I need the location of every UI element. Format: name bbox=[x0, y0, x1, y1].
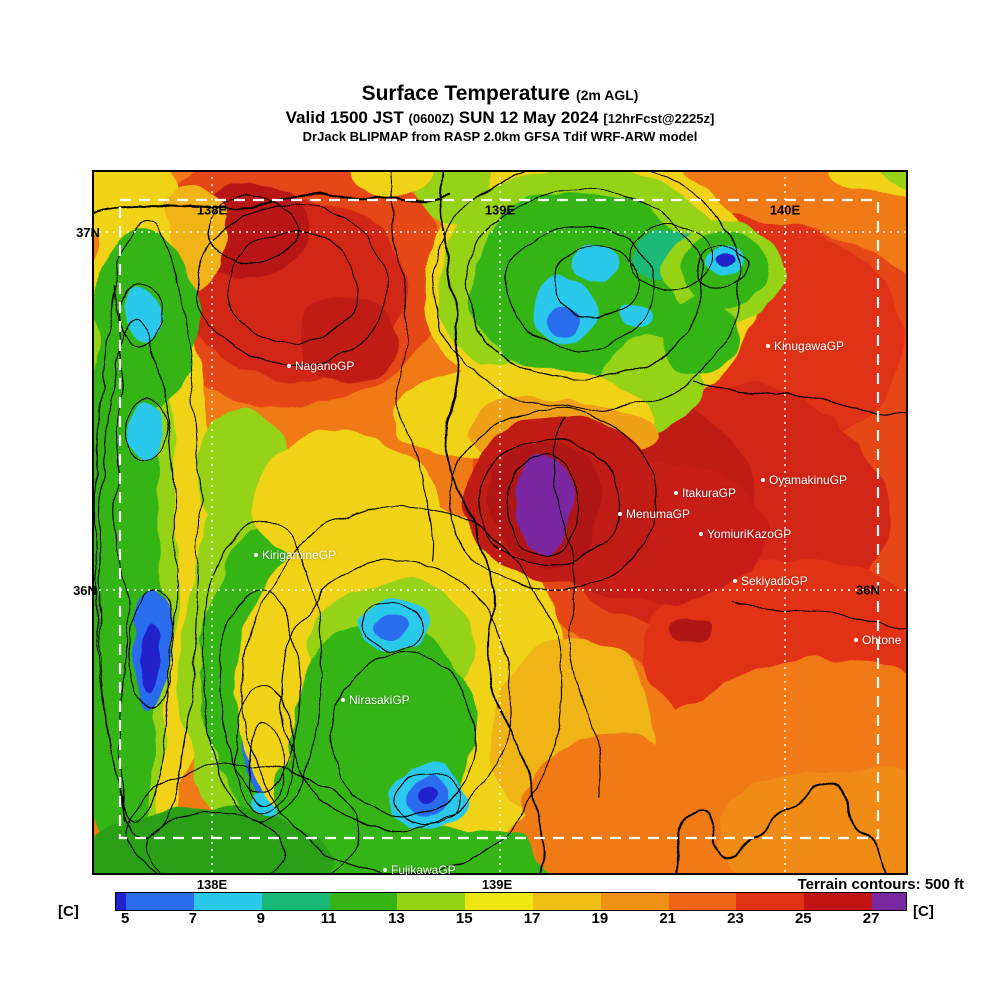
colorbar-tick-label: 15 bbox=[455, 910, 473, 927]
station-marker-dot bbox=[699, 532, 703, 536]
colorbar-tick-label: 11 bbox=[320, 910, 337, 927]
colorbar-tick-label: 19 bbox=[591, 910, 609, 927]
units-label-right: [C] bbox=[913, 903, 934, 920]
page-title: Surface Temperature (2m AGL) bbox=[0, 82, 1000, 106]
grid-label: 138E bbox=[196, 202, 228, 218]
colorbar-tick-label: 25 bbox=[794, 910, 812, 927]
station-label: ItakuraGP bbox=[674, 486, 736, 500]
colorbar-tick-label: 23 bbox=[727, 910, 744, 927]
colorbar-tick-label: 5 bbox=[120, 910, 130, 927]
grid-label: 139E bbox=[484, 202, 516, 218]
colorbar bbox=[115, 892, 907, 911]
lat-label-36n: 36N bbox=[73, 583, 97, 598]
model-domain-box bbox=[118, 198, 880, 840]
colorbar-segment bbox=[397, 893, 466, 910]
station-label: FujikawaGP bbox=[383, 863, 456, 875]
station-marker-dot bbox=[733, 579, 737, 583]
colorbar-segment bbox=[261, 893, 330, 910]
colorbar-tick-label: 13 bbox=[388, 910, 405, 927]
station-label: KinugawaGP bbox=[766, 339, 844, 353]
station-label: YomiuriKazoGP bbox=[699, 527, 791, 541]
station-marker-dot bbox=[674, 490, 678, 495]
station-label: Ohtone bbox=[854, 633, 901, 647]
station-marker-dot bbox=[761, 478, 765, 482]
colorbar-segment bbox=[465, 893, 534, 910]
colorbar-labels: 5 7 9 11 13 15 17 19 21 23 25 27 bbox=[115, 910, 905, 930]
station-marker-dot bbox=[341, 698, 345, 702]
colorbar-tick-label: 27 bbox=[862, 910, 880, 927]
terrain-contours-layer bbox=[92, 170, 908, 875]
units-label-left: [C] bbox=[58, 903, 79, 920]
station-label: MenumaGP bbox=[617, 507, 690, 521]
colorbar-tick-label: 9 bbox=[256, 910, 265, 927]
colorbar-tick-label: 7 bbox=[188, 910, 198, 927]
title-main: Surface Temperature bbox=[361, 82, 571, 105]
colorbar-segment bbox=[872, 893, 907, 910]
colorbar-segment bbox=[804, 893, 873, 910]
lat-label-37n: 37N bbox=[76, 225, 100, 240]
colorbar-segment bbox=[329, 893, 398, 910]
colorbar-segment bbox=[600, 893, 669, 910]
colorbar-segment bbox=[736, 893, 805, 910]
colorbar-segment bbox=[668, 893, 737, 910]
map: 138E 139E 140E 36N NaganoGP KinugawaGP Oyamaki… bbox=[92, 170, 908, 875]
station-marker-dot bbox=[766, 344, 770, 348]
colorbar-tick-label: 21 bbox=[659, 910, 676, 927]
title-suffix: (2m AGL) bbox=[575, 87, 639, 103]
station-marker-dot bbox=[617, 512, 622, 516]
valid-line: Valid 1500 JST (0600Z) SUN 12 May 2024 [… bbox=[0, 108, 1000, 128]
station-marker-dot bbox=[254, 553, 258, 557]
lon-label-138e-bottom: 138E bbox=[196, 877, 228, 892]
map-overlay: 138E 139E 140E 36N NaganoGP KinugawaGP Oyamaki… bbox=[92, 170, 908, 876]
valid-prefix: Valid 1500 JST bbox=[285, 108, 404, 128]
grid-label: 140E bbox=[769, 202, 801, 218]
valid-date: SUN 12 May 2024 bbox=[458, 108, 599, 128]
colorbar-segment bbox=[126, 893, 194, 910]
station-marker-dot bbox=[383, 868, 387, 872]
map-header: Surface Temperature (2m AGL) Valid 1500 … bbox=[0, 82, 1000, 145]
temperature-fill-layer bbox=[92, 170, 908, 875]
map-frame bbox=[92, 170, 908, 875]
temperature-field-canvas bbox=[92, 170, 908, 875]
model-line: DrJack BLIPMAP from RASP 2.0km GFSA Tdif… bbox=[302, 128, 698, 144]
colorbar-segment bbox=[533, 893, 601, 910]
station-label: NirasakiGP bbox=[341, 693, 410, 707]
lon-label-139e-bottom: 139E bbox=[481, 877, 513, 892]
colorbar-segment bbox=[193, 893, 262, 910]
colorbar-segment bbox=[116, 893, 127, 910]
station-marker-dot bbox=[287, 364, 291, 368]
station-label: KirigamineGP bbox=[254, 548, 336, 562]
station-label: NaganoGP bbox=[287, 359, 354, 373]
coastline bbox=[676, 781, 886, 875]
graticule-layer bbox=[92, 170, 908, 875]
station-marker-dot bbox=[854, 638, 858, 642]
valid-zulu: (0600Z) bbox=[408, 111, 455, 127]
station-label: SekiyadoGP bbox=[733, 574, 808, 588]
grid-label: 36N bbox=[856, 582, 880, 598]
colorbar-tick-label: 17 bbox=[523, 910, 541, 927]
valid-forecast-tag: [12hrFcst@2225z] bbox=[603, 111, 715, 127]
terrain-contours-note: Terrain contours: 500 ft bbox=[797, 876, 964, 893]
station-label: OyamakinuGP bbox=[761, 473, 847, 487]
